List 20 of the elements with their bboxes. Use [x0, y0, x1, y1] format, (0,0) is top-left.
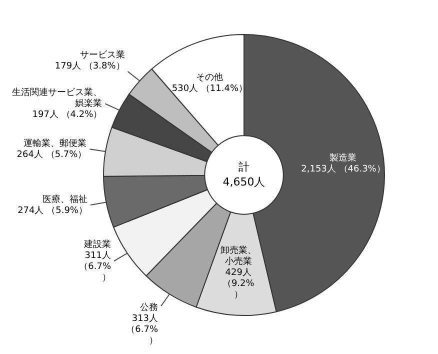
data-label: 264人 （5.7%）	[16, 148, 87, 160]
data-label: 179人 （3.8%）	[54, 60, 125, 72]
data-label: 429人（9.2%）	[222, 267, 255, 300]
slice-label: 卸売業、小売業	[220, 245, 256, 268]
slice-label: サービス業	[80, 49, 125, 60]
data-label: 274人 （5.9%）	[18, 204, 88, 216]
data-label: 311人（6.7%）	[79, 250, 112, 283]
slice-label: 建設業	[83, 238, 111, 250]
slice-label: 運輸業、郵便業	[24, 138, 87, 149]
slice-label: 生活関連サービス業、娯楽業	[12, 87, 102, 110]
data-label: 2,153人 （46.3%）	[301, 163, 386, 174]
slice-label: 製造業	[330, 152, 357, 164]
slice-label: 公務	[140, 302, 158, 313]
text: 計	[238, 160, 250, 174]
text: 4,650人	[222, 175, 266, 188]
data-label: 197人 （4.2%）	[32, 109, 102, 120]
slice-label: 医療、福祉	[42, 194, 88, 205]
data-label: 530人 （11.4%）	[172, 83, 248, 94]
slice-label: その他	[196, 72, 224, 84]
data-label: 313人（6.7%）	[126, 312, 158, 346]
